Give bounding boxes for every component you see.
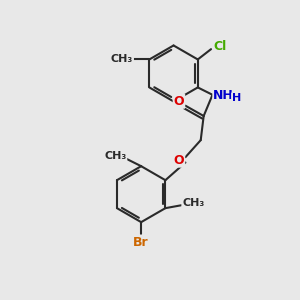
Text: O: O [174,154,184,167]
Text: Br: Br [134,236,149,249]
Text: NH: NH [213,89,234,102]
Text: Cl: Cl [214,40,227,53]
Text: H: H [232,93,241,103]
Text: CH₃: CH₃ [104,152,126,161]
Text: CH₃: CH₃ [182,198,205,208]
Text: O: O [174,95,184,108]
Text: CH₃: CH₃ [111,55,133,64]
